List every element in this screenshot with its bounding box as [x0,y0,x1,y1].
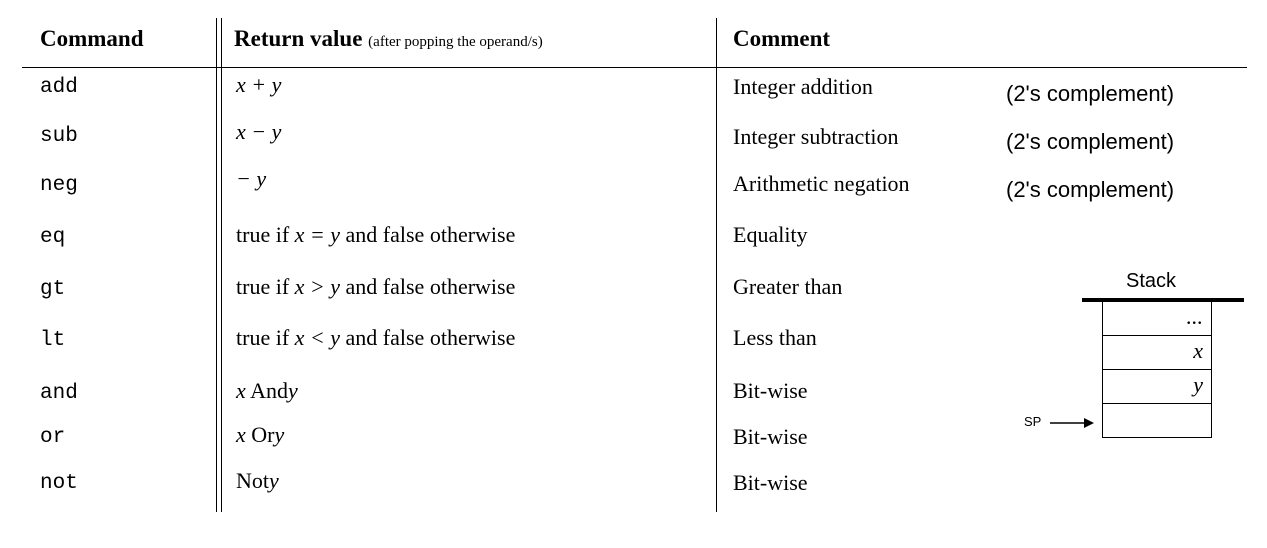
note-sub: (2's complement) [1006,129,1175,154]
return-value-lt-prefix: true if [236,325,290,350]
return-value-eq-prefix: true if [236,222,290,247]
note-neg: (2's complement) [1006,177,1175,202]
command-or: or [40,426,66,449]
return-value-and: x Andy [236,378,298,404]
return-value-lt: true if x < y and false otherwise [236,325,515,351]
comment-neg: Arithmetic negation [733,171,910,196]
comment-and: Bit-wise [733,378,808,403]
return-value-gt-prefix: true if [236,274,290,299]
comment-add: Integer addition [733,74,873,99]
return-value-eq-suffix: and false otherwise [345,222,516,247]
column-divider-double-a [216,18,217,512]
sp-arrow-icon [1050,418,1094,428]
stack-cell-empty [1102,404,1212,438]
return-value-gt: true if x > y and false otherwise [236,274,515,300]
comment-not: Bit-wise [733,470,808,495]
header-comment: Comment [733,26,831,51]
comment-or: Bit-wise [733,424,808,449]
return-value-eq: true if x = y and false otherwise [236,222,515,248]
sp-label: SP [1024,414,1042,429]
return-value-not: Noty [236,468,279,494]
stack-cell-y: y [1102,370,1212,404]
command-sub: sub [40,125,78,148]
stack-cell-ellipsis: ... [1102,302,1212,336]
return-value-or-a: x [236,422,246,447]
command-eq: eq [40,226,66,249]
return-value-and-b: y [287,378,298,403]
comment-lt: Less than [733,325,817,350]
return-value-neg: − y [236,166,267,191]
return-value-or: x Ory [236,422,284,448]
return-value-or-b: y [274,422,285,447]
stack-top-bar [1082,298,1244,302]
note-add: (2's complement) [1006,81,1175,106]
comment-eq: Equality [733,222,808,247]
stack-label: Stack [1126,270,1177,292]
return-value-sub: x − y [236,119,282,144]
comment-sub: Integer subtraction [733,124,899,149]
return-value-lt-expr: x < y [294,325,341,350]
return-value-and-a: x [236,378,246,403]
return-value-or-op: Or [251,422,275,447]
return-value-and-op: And [250,378,288,403]
command-neg: neg [40,174,78,197]
command-gt: gt [40,278,66,301]
return-value-lt-suffix: and false otherwise [345,325,516,350]
header-return-value-note: (after popping the operand/s) [368,34,543,50]
return-value-not-op: Not [236,468,269,493]
column-divider-comment [716,18,717,512]
command-not: not [40,472,78,495]
return-value-eq-expr: x = y [294,222,341,247]
command-add: add [40,76,78,99]
stack-cell-x: x [1102,336,1212,370]
return-value-add: x + y [236,72,282,97]
column-divider-double-b [221,18,222,512]
return-value-not-b: y [269,468,279,493]
header-underline [22,67,1247,68]
header-return-value: Return value (after popping the operand/… [234,26,543,52]
command-lt: lt [40,329,66,352]
header-command: Command [40,26,144,51]
return-value-gt-suffix: and false otherwise [345,274,516,299]
comment-gt: Greater than [733,274,843,299]
command-and: and [40,382,78,405]
return-value-gt-expr: x > y [294,274,341,299]
header-return-value-label: Return value [234,26,363,51]
